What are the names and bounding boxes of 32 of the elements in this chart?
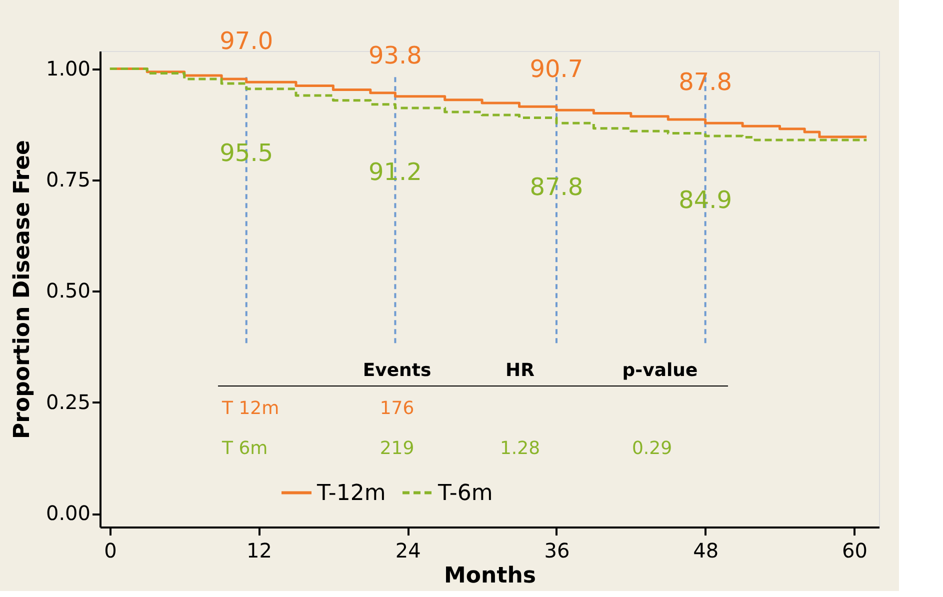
x-tick-label: 48 [693, 538, 719, 562]
annotation: T 12m [221, 398, 280, 419]
y-tick-label: 0.75 [46, 168, 90, 192]
annotation: 90.7 [530, 55, 584, 84]
annotation: HR [506, 360, 535, 381]
annotation: 84.9 [678, 186, 732, 214]
x-tick-label: 60 [842, 538, 868, 562]
y-tick-label: 0.00 [46, 501, 90, 526]
annotation: 93.8 [368, 41, 422, 70]
annotation: 176 [380, 398, 414, 419]
annotation: 219 [380, 438, 414, 459]
x-tick-label: 24 [395, 538, 421, 562]
annotation: Events [362, 360, 432, 381]
y-axis-title: Proportion Disease Free [10, 140, 35, 439]
annotation: 87.8 [678, 68, 732, 96]
annotation: 95.5 [220, 138, 274, 167]
annotation: 91.2 [368, 158, 422, 186]
annotation: 0.29 [632, 438, 672, 459]
annotation: 97.0 [220, 27, 274, 56]
x-axis-title: Months [444, 564, 536, 588]
y-tick-label: 0.25 [46, 390, 90, 414]
y-tick-label: 1.00 [46, 56, 90, 80]
y-tick-label: 0.50 [46, 278, 90, 303]
annotation: 1.28 [500, 438, 540, 459]
annotation: p-value [622, 360, 698, 381]
annotation: T 6m [221, 438, 268, 459]
x-tick-label: 0 [104, 538, 117, 562]
legend-label: T-12m [316, 480, 386, 506]
x-tick-label: 36 [544, 538, 570, 562]
legend-label: T-6m [437, 480, 493, 506]
x-tick-label: 12 [246, 538, 272, 562]
annotation: 87.8 [530, 173, 584, 202]
